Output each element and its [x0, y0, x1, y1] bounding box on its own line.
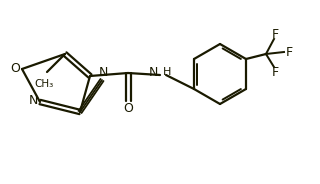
Text: O: O [123, 102, 133, 116]
Text: N: N [28, 95, 38, 107]
Text: F: F [271, 27, 278, 40]
Text: CH₃: CH₃ [34, 79, 54, 89]
Text: N: N [98, 66, 108, 79]
Text: H: H [163, 67, 172, 77]
Text: F: F [271, 66, 278, 79]
Text: F: F [285, 45, 292, 59]
Text: O: O [10, 63, 20, 75]
Text: N: N [148, 66, 158, 79]
